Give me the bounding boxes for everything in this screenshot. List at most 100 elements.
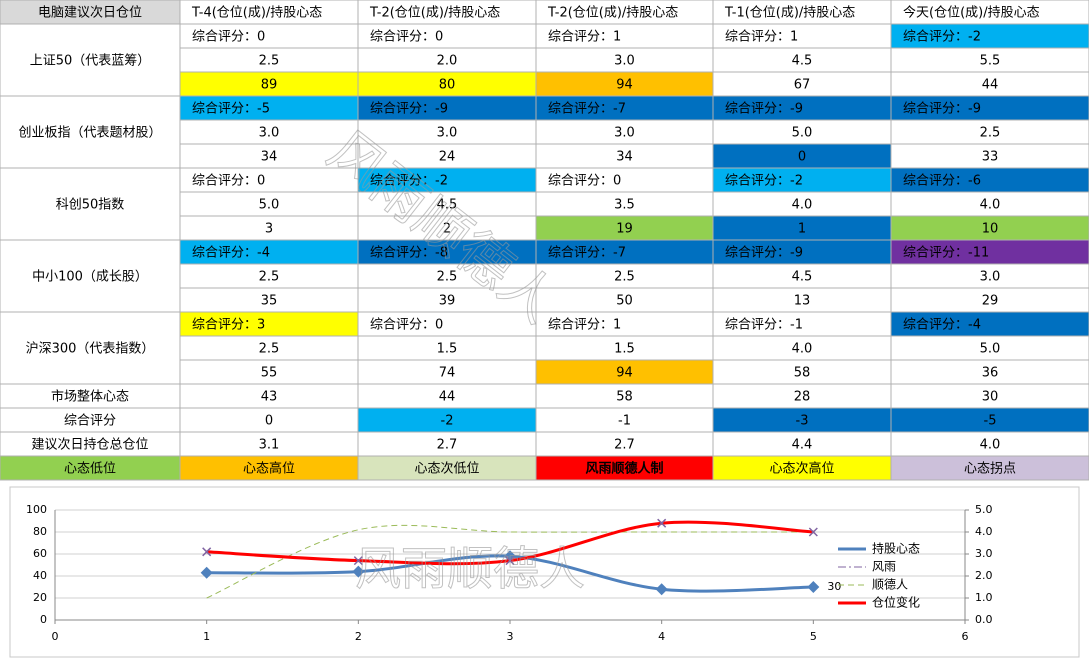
cell: 3.0	[980, 270, 1001, 285]
cell-bg	[179, 95, 359, 121]
cell: 4.0	[792, 342, 813, 357]
cell-bg	[890, 191, 1089, 217]
cell-bg	[535, 47, 714, 73]
cell: 2.5	[259, 342, 280, 357]
cell-bg	[179, 263, 359, 289]
cell: 3.0	[259, 126, 280, 141]
y-tick-label: 60	[33, 547, 47, 560]
cell: 4.5	[792, 54, 813, 69]
cell: 30	[982, 390, 999, 405]
cell: 4.5	[792, 270, 813, 285]
cell: 29	[982, 294, 999, 309]
cell-bg	[535, 23, 714, 49]
cell-bg	[535, 191, 714, 217]
cell-bg	[357, 311, 537, 337]
cell: 80	[439, 78, 456, 93]
y2-tick-label: 3.0	[975, 547, 993, 560]
cell: 综合评分：0	[370, 318, 443, 333]
cell: 5.0	[259, 198, 280, 213]
cell: 综合评分：-4	[192, 246, 270, 261]
cell: -1	[618, 414, 631, 429]
cell: 综合评分：1	[548, 318, 621, 333]
cell-bg	[535, 431, 714, 457]
y2-tick-label: 0.0	[975, 613, 993, 626]
legend-label: 风雨	[872, 560, 896, 574]
cell: 综合评分：-2	[725, 174, 803, 189]
cell: 综合评分：0	[192, 30, 265, 45]
cell: 5.0	[980, 342, 1001, 357]
cell: 2.5	[614, 270, 635, 285]
group-label-bg	[0, 95, 181, 169]
cell-bg	[535, 383, 714, 409]
cell-bg	[357, 71, 537, 97]
cell: 0	[798, 150, 806, 165]
cell: 综合评分：-2	[370, 174, 448, 189]
y-tick-label: 0	[40, 613, 47, 626]
header-cell-bg	[179, 0, 359, 25]
cell: 综合评分：0	[548, 174, 621, 189]
x-tick-label: 4	[658, 630, 665, 643]
cell-bg	[357, 215, 537, 241]
header-cell: T-2(仓位(成)/持股心态	[369, 6, 500, 21]
group-label-bg	[0, 23, 181, 97]
cell: 综合评分：-4	[903, 318, 981, 333]
cell-bg	[712, 71, 892, 97]
cell-bg	[890, 407, 1089, 433]
cell-bg	[890, 359, 1089, 385]
cell-bg	[890, 311, 1089, 337]
cell: 36	[982, 366, 999, 381]
y-tick-label: 100	[26, 503, 47, 516]
cell-bg	[357, 407, 537, 433]
cell: 34	[261, 150, 278, 165]
point	[200, 566, 213, 579]
cell: 44	[439, 390, 456, 405]
cell-bg	[179, 287, 359, 313]
summary-label: 市场整体心态	[51, 389, 129, 405]
cell: 74	[439, 366, 456, 381]
header-cell-bg	[535, 0, 714, 25]
cell-bg	[179, 71, 359, 97]
cell-bg	[357, 23, 537, 49]
data-label: 30	[827, 580, 841, 593]
x-tick-label: 1	[203, 630, 210, 643]
cell: 综合评分：0	[370, 30, 443, 45]
point	[655, 583, 668, 596]
cell: 3.0	[614, 126, 635, 141]
cell: 3.0	[437, 126, 458, 141]
legend-cell: 心态次高位	[769, 461, 834, 477]
cell: 综合评分：-9	[370, 102, 448, 117]
cell-bg	[712, 431, 892, 457]
cell-bg	[890, 215, 1089, 241]
legend-label: 持股心态	[872, 541, 920, 556]
cell-bg	[890, 335, 1089, 361]
summary-label-bg	[0, 431, 181, 457]
cell-bg	[535, 119, 714, 145]
cell: 4.0	[792, 198, 813, 213]
cell-bg	[357, 359, 537, 385]
group-label: 科创50指数	[56, 198, 125, 213]
cell-bg	[357, 47, 537, 73]
cell: 55	[261, 366, 278, 381]
y2-tick-label: 1.0	[975, 591, 993, 604]
cell-bg	[535, 407, 714, 433]
cell: 综合评分：-8	[370, 246, 448, 261]
y-tick-label: 20	[33, 591, 47, 604]
cell-bg	[357, 119, 537, 145]
x-tick-label: 0	[52, 630, 59, 643]
point	[505, 556, 515, 566]
cell: 33	[982, 150, 999, 165]
cell: 综合评分：-9	[903, 102, 981, 117]
legend-cell: 心态高位	[243, 461, 295, 477]
cell: 4.5	[437, 198, 458, 213]
cell-bg	[179, 239, 359, 265]
cell-bg	[712, 215, 892, 241]
cell: 综合评分：-7	[548, 102, 626, 117]
header-cell: T-4(仓位(成)/持股心态	[191, 6, 322, 21]
cell: 19	[616, 222, 633, 237]
cell: 5.0	[792, 126, 813, 141]
cell: 2.7	[437, 438, 458, 453]
legend-cell-bg	[890, 455, 1089, 481]
cell: 2.5	[259, 270, 280, 285]
cell: 4.4	[792, 438, 813, 453]
